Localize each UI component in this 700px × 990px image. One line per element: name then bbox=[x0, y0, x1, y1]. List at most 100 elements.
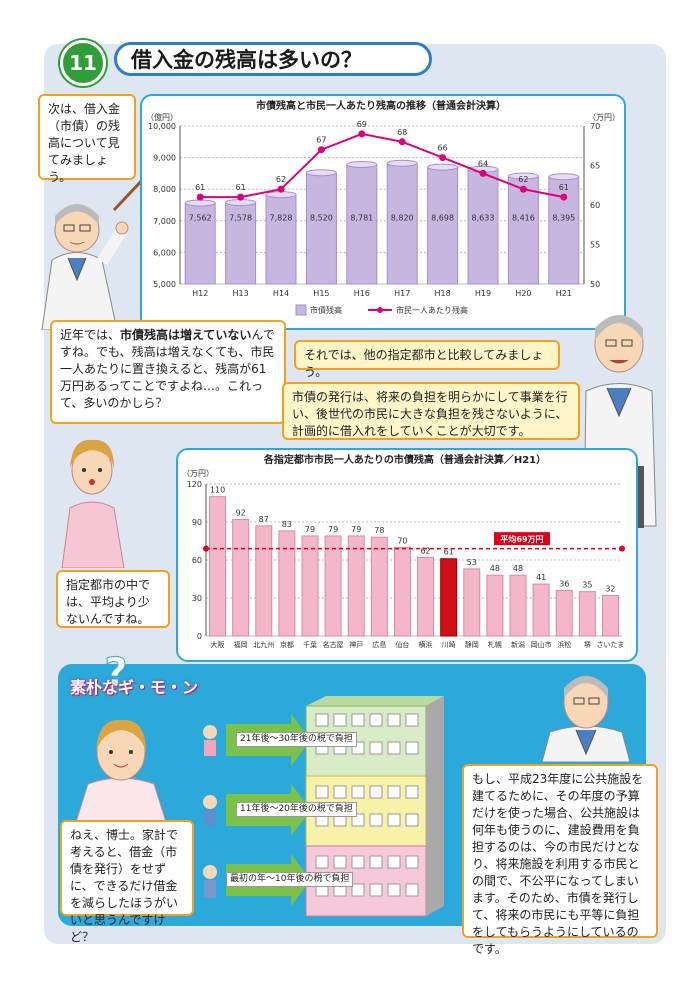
chart2-bar-label: 92 bbox=[236, 508, 246, 517]
chart1-bar bbox=[305, 172, 337, 285]
chart2-bar-label: 48 bbox=[513, 564, 523, 573]
chart1-bar bbox=[427, 166, 459, 285]
chart2-ytick: 0 bbox=[197, 632, 202, 641]
answer-bubble: もし、平成23年度に公共施設を建てるために、その年度の予算だけを使った場合、公共… bbox=[462, 764, 658, 956]
chart2-ytick: 60 bbox=[192, 556, 202, 565]
chart1-xtick: H17 bbox=[394, 289, 410, 298]
chart2-bar-label: 78 bbox=[374, 526, 384, 535]
chart2-bar bbox=[393, 546, 411, 637]
chart1-bar-cap bbox=[507, 172, 539, 180]
section-header: 11 借入金の残高は多いの？ bbox=[60, 40, 440, 86]
question-bubble: ねえ、博士。家計で考えると、借金（市債を発行）をせずに、できるだけ借金を減らした… bbox=[60, 820, 194, 944]
chart2-bar bbox=[301, 535, 319, 637]
chart2-average-end bbox=[619, 545, 625, 552]
soboku-label: 素朴なギ・モ・ン bbox=[70, 678, 199, 697]
chart1-point-label: 62 bbox=[276, 175, 286, 184]
chart1-bar-label: 7,828 bbox=[270, 214, 293, 223]
chart1-point-label: 61 bbox=[559, 183, 569, 192]
chart2-xtick: 京都 bbox=[280, 640, 294, 649]
less-bubble: 指定都市の中では、平均より少ないんですね。 bbox=[56, 570, 170, 628]
girl-illustration-2 bbox=[75, 719, 167, 822]
chart2-ytick: 90 bbox=[192, 518, 202, 527]
chart1-point bbox=[398, 138, 406, 146]
chart2-bar bbox=[509, 574, 527, 637]
chart1-bar-label: 7,578 bbox=[229, 214, 252, 223]
chart1-ytick: 6,000 bbox=[153, 248, 176, 257]
chart2-bar-label: 53 bbox=[467, 558, 477, 567]
chart1-point bbox=[358, 130, 366, 138]
chart2-bar bbox=[255, 525, 273, 637]
chart2-xtick: 名古屋 bbox=[323, 640, 344, 649]
chart1-bar bbox=[346, 164, 378, 285]
chart1-y2tick: 50 bbox=[590, 280, 600, 289]
chart2-xtick: 千葉 bbox=[303, 640, 317, 649]
chart2-xtick: 静岡 bbox=[465, 640, 479, 649]
chart1-title: 市債残高と市民一人あたり残高の推移（普通会計決算） bbox=[256, 99, 506, 112]
chart1-bar-cap bbox=[386, 159, 418, 167]
chart2-xtick: 札幌 bbox=[488, 640, 502, 649]
chart1-xtick: H16 bbox=[354, 289, 370, 298]
chart1-bar-label: 8,633 bbox=[472, 214, 495, 223]
chart2-bar bbox=[601, 594, 619, 637]
chart2-xtick: 堺 bbox=[584, 640, 591, 649]
chart1-y2tick: 70 bbox=[590, 122, 600, 131]
chart1-xtick: H14 bbox=[273, 289, 289, 298]
tax-label-1: 21年後～30年後の税で負担 bbox=[236, 732, 357, 747]
chart2-average-start bbox=[203, 545, 209, 552]
chart1-point-label: 66 bbox=[438, 144, 448, 153]
chart1-point-label: 62 bbox=[518, 175, 528, 184]
chart2-xtick: 北九州 bbox=[253, 640, 274, 649]
chart1-xtick: H21 bbox=[556, 289, 572, 298]
chart1-bar-label: 8,698 bbox=[431, 214, 454, 223]
chart1-legend-line-dot bbox=[377, 307, 383, 313]
chart1-point-label: 64 bbox=[478, 159, 488, 168]
chart1-ytick: 10,000 bbox=[148, 122, 176, 131]
chart1-xtick: H20 bbox=[515, 289, 531, 298]
chart2-xtick: 大阪 bbox=[211, 640, 225, 649]
chart1-bar-label: 8,395 bbox=[552, 214, 575, 223]
recent-text-1: 近年では、 bbox=[60, 328, 121, 342]
chart1-bar bbox=[467, 168, 499, 285]
girl-illustration bbox=[61, 439, 125, 568]
chart2-bar bbox=[578, 591, 596, 637]
chart2-xtick: 広島 bbox=[372, 640, 386, 649]
tax-label-3: 最初の年～10年後の税で負担 bbox=[226, 872, 354, 887]
chart1-legend-bar-swatch bbox=[295, 304, 307, 316]
chart1-right-unit: （万円） bbox=[588, 113, 620, 122]
chart1-legend-line: 市民一人あたり残高 bbox=[396, 305, 468, 315]
chart1-left-unit: （億円） bbox=[146, 112, 178, 122]
chart1-point bbox=[237, 193, 245, 201]
chart1-point-label: 61 bbox=[236, 183, 246, 192]
chart2-bar-label: 35 bbox=[582, 581, 592, 590]
professor-illustration-1 bbox=[41, 180, 142, 330]
chart2-unit: （万円） bbox=[182, 469, 214, 478]
chart1-bar-label: 8,820 bbox=[391, 214, 414, 223]
chart2-bar bbox=[324, 535, 342, 637]
chart1-xtick: H19 bbox=[475, 289, 491, 298]
chart1-bar-label: 8,520 bbox=[310, 214, 333, 223]
chart1-point-label: 67 bbox=[316, 136, 326, 145]
chart2-ytick: 30 bbox=[192, 594, 202, 603]
chart1-ytick: 9,000 bbox=[153, 154, 176, 163]
chart1-point bbox=[277, 185, 285, 193]
chart2-average-box bbox=[494, 532, 550, 546]
question-mark-icon: ? bbox=[104, 652, 128, 692]
chart2-bar bbox=[209, 496, 227, 637]
chart2-bar bbox=[347, 535, 365, 637]
chart2-xtick: 仙台 bbox=[395, 640, 409, 649]
chart2-bar bbox=[370, 536, 388, 637]
chart1-y2tick: 55 bbox=[590, 241, 600, 250]
chart1-point bbox=[479, 169, 487, 177]
chart1-bar bbox=[184, 202, 216, 285]
professor-illustration-3 bbox=[541, 675, 631, 762]
chart1-ytick: 7,000 bbox=[153, 217, 176, 226]
plan-bubble: 市債の発行は、将来の負担を明らかにして事業を行い、後世代の市民に大きな負担を残さ… bbox=[282, 382, 580, 440]
chart2-xtick: 浜松 bbox=[557, 640, 571, 649]
chart2-bar bbox=[440, 558, 458, 637]
chart1-bar-cap bbox=[305, 169, 337, 177]
chart2-bar bbox=[463, 568, 481, 637]
chart2-xtick: 岡山市 bbox=[531, 640, 552, 649]
chart1-bar bbox=[548, 176, 580, 285]
chart1-xtick: H15 bbox=[313, 289, 329, 298]
chart1-point bbox=[560, 193, 568, 201]
